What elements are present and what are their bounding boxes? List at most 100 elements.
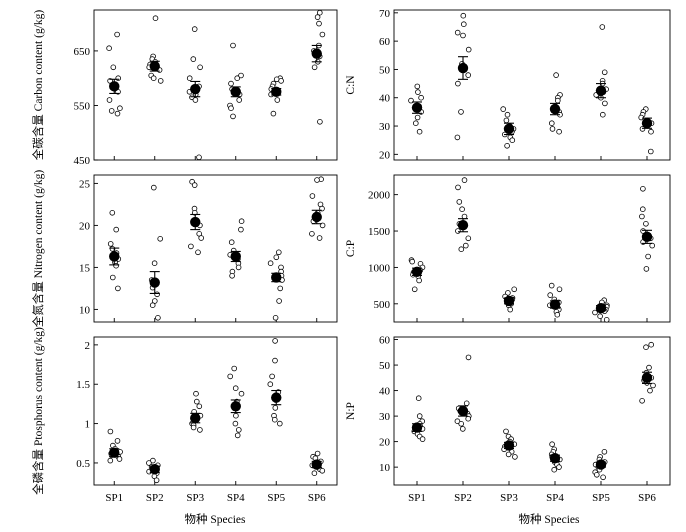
y-tick-label: 20 — [379, 437, 391, 449]
mean-marker — [503, 295, 515, 307]
data-point — [270, 110, 277, 117]
data-point — [509, 137, 516, 144]
data-point — [316, 235, 323, 241]
panel-5: 0.5 1 1.5 2 SP1 SP2 SP3 SP4 SP5 SP6 全磷含量 Ptosphoru… — [31, 327, 338, 504]
y-tick-label: 450 — [74, 155, 91, 167]
data-point — [461, 177, 468, 183]
data-point — [648, 128, 654, 135]
data-point — [459, 426, 466, 432]
mean-marker — [311, 211, 322, 223]
mean-marker — [457, 405, 469, 417]
data-point — [149, 302, 156, 309]
data-point — [465, 46, 472, 53]
data-point — [419, 436, 426, 442]
mean-marker — [109, 447, 120, 458]
y-axis-label: C:N — [345, 75, 357, 95]
y-tick-label: 60 — [379, 36, 391, 48]
data-point — [233, 412, 239, 419]
data-point — [106, 97, 113, 103]
data-point — [458, 246, 465, 253]
y-tick-label: 2000 — [368, 190, 391, 202]
y-tick-label: 25 — [79, 178, 91, 190]
data-point — [114, 438, 121, 444]
data-point — [454, 29, 461, 36]
data-point — [458, 420, 465, 427]
data-point — [418, 94, 424, 101]
mean-marker — [271, 86, 282, 98]
data-point — [549, 126, 556, 132]
mean-marker — [549, 299, 561, 310]
data-point — [504, 111, 511, 118]
data-point — [554, 97, 561, 104]
data-point — [311, 470, 318, 477]
data-point — [228, 239, 235, 246]
mean-marker — [190, 412, 201, 424]
data-point — [273, 254, 280, 261]
mean-marker — [109, 81, 120, 92]
x-axis-title-left: 物种 Species — [184, 512, 246, 526]
plot-frame — [393, 9, 671, 161]
data-point — [316, 9, 323, 16]
data-point — [274, 97, 281, 103]
data-point — [603, 316, 610, 323]
data-point — [272, 357, 278, 364]
data-point — [503, 428, 509, 435]
y-tick-label: 500 — [374, 299, 391, 311]
data-point — [547, 292, 553, 298]
data-point — [505, 290, 511, 296]
data-point — [647, 148, 654, 155]
data-point — [597, 313, 603, 320]
data-point — [412, 120, 419, 126]
data-point — [238, 390, 245, 397]
y-tick-label: 2 — [85, 340, 91, 352]
x-tick-label: SP5 — [592, 492, 610, 504]
data-point — [646, 364, 652, 371]
data-point — [592, 309, 598, 316]
data-point — [271, 416, 278, 423]
data-point — [272, 338, 278, 344]
data-point — [460, 21, 467, 28]
mean-marker — [271, 392, 282, 403]
mean-marker — [641, 231, 653, 243]
x-tick-label: SP1 — [105, 492, 123, 504]
y-tick-label: 40 — [379, 386, 391, 398]
data-point — [503, 117, 510, 124]
y-tick-label: 15 — [79, 262, 91, 274]
data-point — [505, 451, 512, 458]
y-tick-label: 1500 — [368, 226, 391, 238]
plot-frame — [93, 9, 338, 161]
data-point — [236, 427, 242, 433]
y-tick-label: 0.5 — [76, 458, 90, 470]
mean-marker — [549, 453, 561, 464]
data-point — [106, 45, 112, 51]
mean-marker — [271, 272, 282, 283]
x-tick-label: SP3 — [500, 492, 518, 504]
data-point — [193, 390, 199, 397]
plot-frame — [393, 336, 671, 486]
data-point — [458, 109, 464, 115]
data-point — [645, 253, 651, 260]
data-point — [456, 199, 463, 205]
data-point — [272, 405, 279, 411]
data-point — [117, 105, 123, 111]
panel-6: 10 20 30 40 50 60 SP1 SP2 SP3 SP4 SP5 SP6 N:P — [345, 335, 671, 504]
data-point — [639, 213, 645, 220]
data-point — [460, 12, 467, 19]
mean-marker — [595, 85, 607, 96]
y-axis-label: 全碳含量 Carbon content (g/kg) — [31, 10, 45, 161]
data-point — [155, 314, 161, 321]
data-point — [638, 114, 644, 121]
x-tick-label: SP6 — [638, 492, 656, 504]
data-point — [648, 341, 654, 348]
data-point — [511, 286, 518, 293]
data-point — [110, 64, 117, 71]
mean-marker — [230, 251, 241, 262]
data-point — [649, 242, 655, 249]
mean-marker — [595, 459, 607, 470]
data-point — [267, 260, 274, 267]
mean-marker — [595, 302, 607, 314]
mean-marker — [311, 459, 322, 470]
data-point — [115, 285, 121, 292]
data-point — [191, 26, 198, 32]
data-point — [639, 206, 646, 213]
